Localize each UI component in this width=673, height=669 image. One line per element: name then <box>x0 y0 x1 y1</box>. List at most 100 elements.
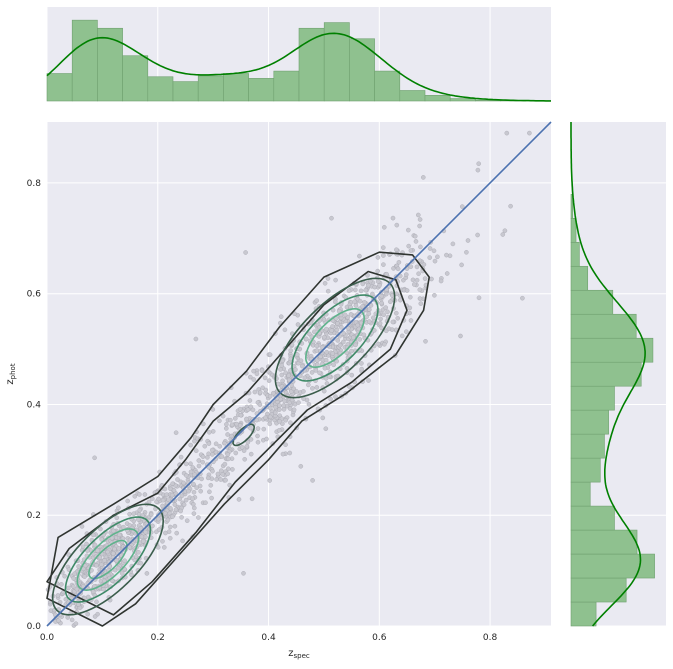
right-histogram-bar <box>570 241 580 267</box>
scatter-point <box>371 315 376 321</box>
scatter-point <box>323 426 329 431</box>
scatter-point <box>229 422 235 428</box>
x-axis-tick-labels: 0.0 0.2 0.4 0.6 0.8 <box>40 633 498 643</box>
scatter-point <box>178 454 184 460</box>
right-histogram-bar <box>570 457 601 483</box>
scatter-point <box>62 573 67 579</box>
top-histogram-bar <box>147 76 174 102</box>
scatter-point <box>330 351 335 356</box>
scatter-point <box>170 514 175 519</box>
scatter-point <box>414 277 420 283</box>
scatter-point <box>209 447 215 453</box>
scatter-point <box>137 507 142 513</box>
right-histogram-bar <box>570 218 577 243</box>
scatter-point <box>502 228 508 233</box>
scatter-point <box>476 295 482 301</box>
scatter-point <box>165 517 171 523</box>
y-tick-label-3: 0.6 <box>27 290 42 300</box>
scatter-point <box>92 542 98 548</box>
scatter-point <box>257 390 263 395</box>
scatter-point <box>384 291 389 297</box>
scatter-point <box>276 428 282 433</box>
scatter-point <box>360 281 366 287</box>
scatter-point <box>323 357 329 363</box>
scatter-point <box>328 396 333 402</box>
scatter-point <box>125 498 130 504</box>
scatter-point <box>242 457 247 462</box>
scatter-point <box>288 420 293 425</box>
scatter-point <box>363 287 369 293</box>
scatter-point <box>435 254 440 260</box>
scatter-point <box>325 288 331 294</box>
scatter-point <box>416 212 421 218</box>
scatter-point <box>210 452 215 457</box>
scatter-point <box>291 386 297 392</box>
scatter-point <box>407 305 413 311</box>
scatter-point <box>500 232 506 237</box>
one-to-one-reference-line <box>46 121 552 627</box>
scatter-point <box>139 534 145 540</box>
x-tick-label-1: 0.2 <box>151 633 165 643</box>
scatter-point <box>190 496 195 501</box>
scatter-point <box>219 454 225 459</box>
scatter-point <box>417 223 422 229</box>
top-histogram-bar <box>197 75 224 102</box>
scatter-point <box>413 239 419 244</box>
scatter-point <box>169 492 175 498</box>
scatter-point <box>277 407 282 412</box>
scatter-point <box>138 526 144 531</box>
scatter-point <box>301 389 306 394</box>
scatter-point <box>199 476 204 482</box>
scatter-point <box>188 469 194 475</box>
scatter-point <box>92 614 98 619</box>
scatter-point <box>243 250 248 255</box>
scatter-point <box>63 597 69 602</box>
scatter-point <box>280 358 285 363</box>
scatter-point <box>114 558 119 563</box>
scatter-point <box>313 368 319 373</box>
scatter-point <box>382 342 387 347</box>
scatter-point <box>273 410 278 416</box>
scatter-point <box>406 227 411 233</box>
scatter-point <box>314 358 320 363</box>
scatter-point <box>322 334 327 340</box>
scatter-point <box>226 466 231 472</box>
scatter-point <box>178 508 183 514</box>
scatter-point <box>191 481 196 487</box>
scatter-point <box>360 304 365 309</box>
scatter-point <box>206 441 212 446</box>
scatter-point <box>208 483 214 488</box>
scatter-point <box>361 332 367 338</box>
right-histogram-bar <box>570 385 615 411</box>
scatter-point <box>283 442 288 447</box>
scatter-point <box>252 389 258 395</box>
scatter-point <box>412 282 417 287</box>
scatter-point <box>65 615 70 620</box>
scatter-point <box>410 277 416 283</box>
top-histogram-bar <box>71 19 98 102</box>
scatter-point <box>181 480 186 486</box>
scatter-point <box>431 248 437 254</box>
scatter-point <box>267 421 273 427</box>
scatter-point <box>142 492 148 497</box>
scatter-point <box>250 407 256 413</box>
scatter-point <box>280 378 285 384</box>
x-tick-label-0: 0.0 <box>40 633 55 643</box>
scatter-point <box>382 225 387 230</box>
scatter-point <box>398 297 403 303</box>
scatter-point <box>444 271 450 276</box>
scatter-point <box>333 394 338 399</box>
scatter-point <box>202 443 208 449</box>
scatter-point <box>359 366 364 372</box>
contour-second <box>46 270 408 616</box>
y-axis-label: zphot <box>5 363 17 384</box>
scatter-point <box>220 472 225 477</box>
scatter-point <box>408 294 413 300</box>
scatter-point <box>179 515 184 520</box>
scatter-point <box>144 571 150 576</box>
scatter-point <box>281 403 286 408</box>
scatter-point <box>74 586 80 592</box>
scatter-point <box>417 287 423 292</box>
scatter-point <box>95 548 100 553</box>
scatter-point <box>72 571 77 576</box>
